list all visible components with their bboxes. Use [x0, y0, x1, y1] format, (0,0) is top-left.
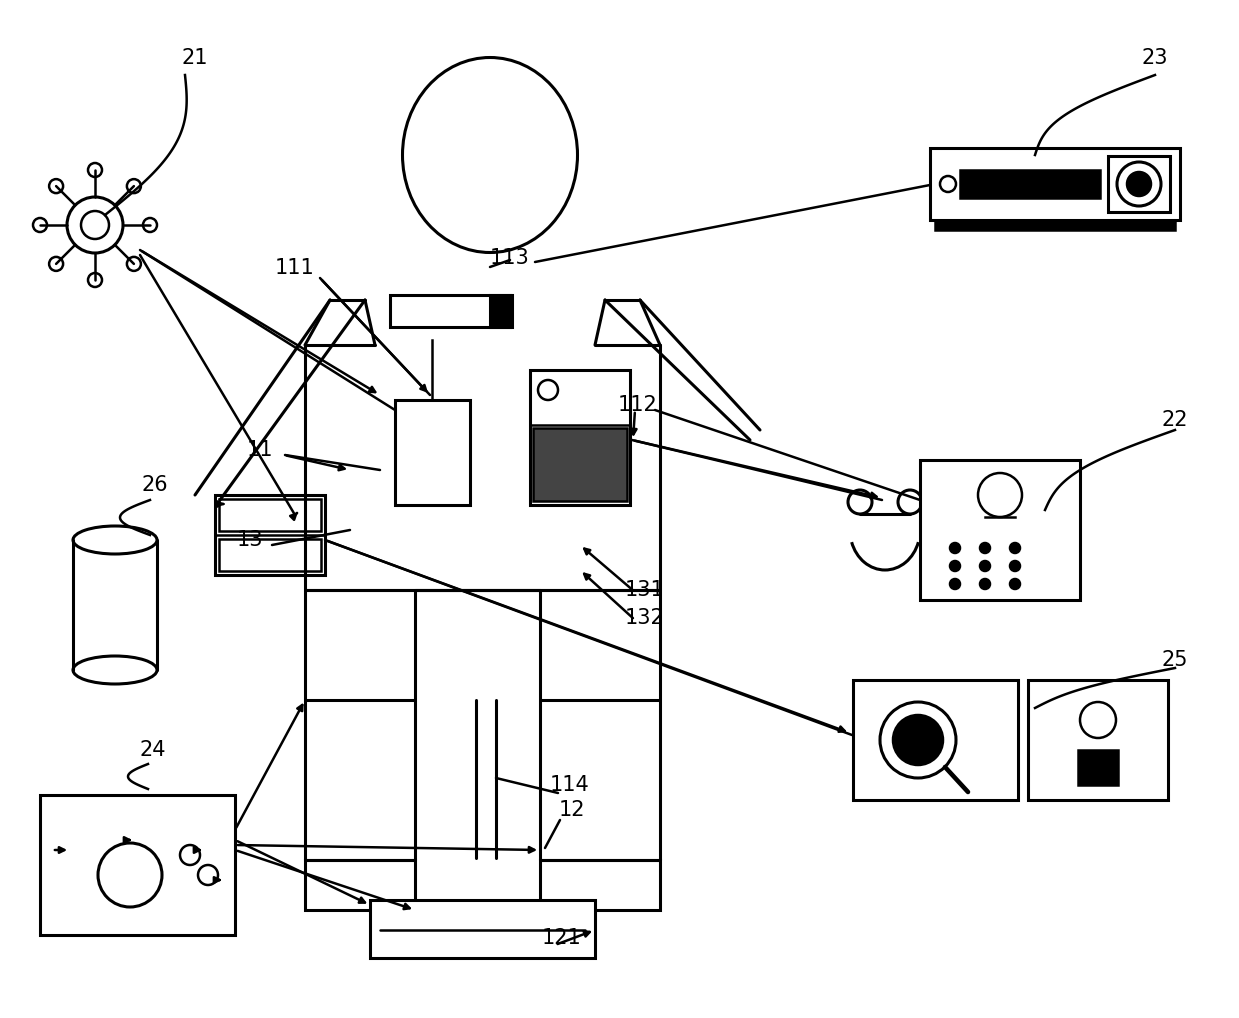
Ellipse shape	[403, 57, 577, 252]
Circle shape	[940, 176, 957, 192]
Bar	[1078, 750, 1118, 785]
Text: 11: 11	[247, 440, 274, 460]
Text: 111: 111	[275, 258, 315, 278]
Circle shape	[50, 179, 63, 193]
Circle shape	[980, 543, 990, 553]
Text: 24: 24	[140, 740, 166, 760]
Bar	[219, 539, 321, 571]
Circle shape	[1127, 172, 1151, 196]
Text: 113: 113	[491, 248, 530, 268]
Circle shape	[142, 218, 157, 232]
Bar	[960, 170, 1100, 197]
Bar	[370, 900, 595, 958]
Circle shape	[950, 543, 960, 553]
Bar	[540, 860, 660, 910]
Text: 25: 25	[1162, 651, 1188, 670]
Circle shape	[893, 715, 943, 765]
Circle shape	[980, 579, 990, 589]
Bar	[216, 495, 325, 575]
Text: 132: 132	[626, 608, 665, 628]
Circle shape	[33, 218, 47, 232]
Text: 131: 131	[626, 580, 665, 600]
Bar	[530, 370, 629, 505]
Text: 22: 22	[1162, 410, 1188, 430]
Circle shape	[50, 257, 63, 271]
Bar	[395, 400, 470, 505]
Text: 21: 21	[182, 48, 208, 68]
Circle shape	[98, 843, 162, 907]
Circle shape	[1010, 543, 1020, 553]
Circle shape	[1010, 561, 1020, 571]
Circle shape	[980, 561, 990, 571]
Circle shape	[880, 702, 957, 778]
Circle shape	[180, 845, 199, 865]
Bar	[852, 680, 1018, 800]
Bar	[390, 295, 510, 327]
Ellipse shape	[73, 656, 157, 684]
Bar	[305, 860, 415, 910]
Bar	[1108, 156, 1170, 212]
Text: 13: 13	[237, 530, 263, 550]
Text: 12: 12	[559, 800, 585, 821]
Circle shape	[1080, 702, 1116, 738]
Circle shape	[81, 211, 109, 239]
Circle shape	[1118, 162, 1161, 206]
Circle shape	[1010, 579, 1020, 589]
Bar	[533, 428, 627, 501]
Circle shape	[126, 257, 141, 271]
Circle shape	[978, 473, 1022, 517]
Circle shape	[950, 579, 960, 589]
Ellipse shape	[73, 526, 157, 554]
Bar	[930, 148, 1180, 220]
Circle shape	[950, 561, 960, 571]
Circle shape	[538, 380, 558, 400]
Circle shape	[847, 490, 872, 514]
Bar	[921, 460, 1080, 600]
Circle shape	[88, 163, 102, 177]
Text: 23: 23	[1142, 48, 1168, 68]
Text: 121: 121	[543, 928, 582, 948]
Bar	[40, 795, 235, 935]
Circle shape	[198, 865, 218, 885]
Circle shape	[898, 490, 922, 514]
Text: 112: 112	[618, 395, 658, 415]
Bar	[489, 295, 512, 327]
Text: 114: 114	[550, 775, 590, 795]
Circle shape	[67, 197, 123, 253]
Bar	[935, 220, 1175, 230]
Circle shape	[88, 273, 102, 287]
Bar	[1028, 680, 1168, 800]
Circle shape	[126, 179, 141, 193]
Text: 26: 26	[141, 475, 169, 495]
Bar	[219, 499, 321, 531]
